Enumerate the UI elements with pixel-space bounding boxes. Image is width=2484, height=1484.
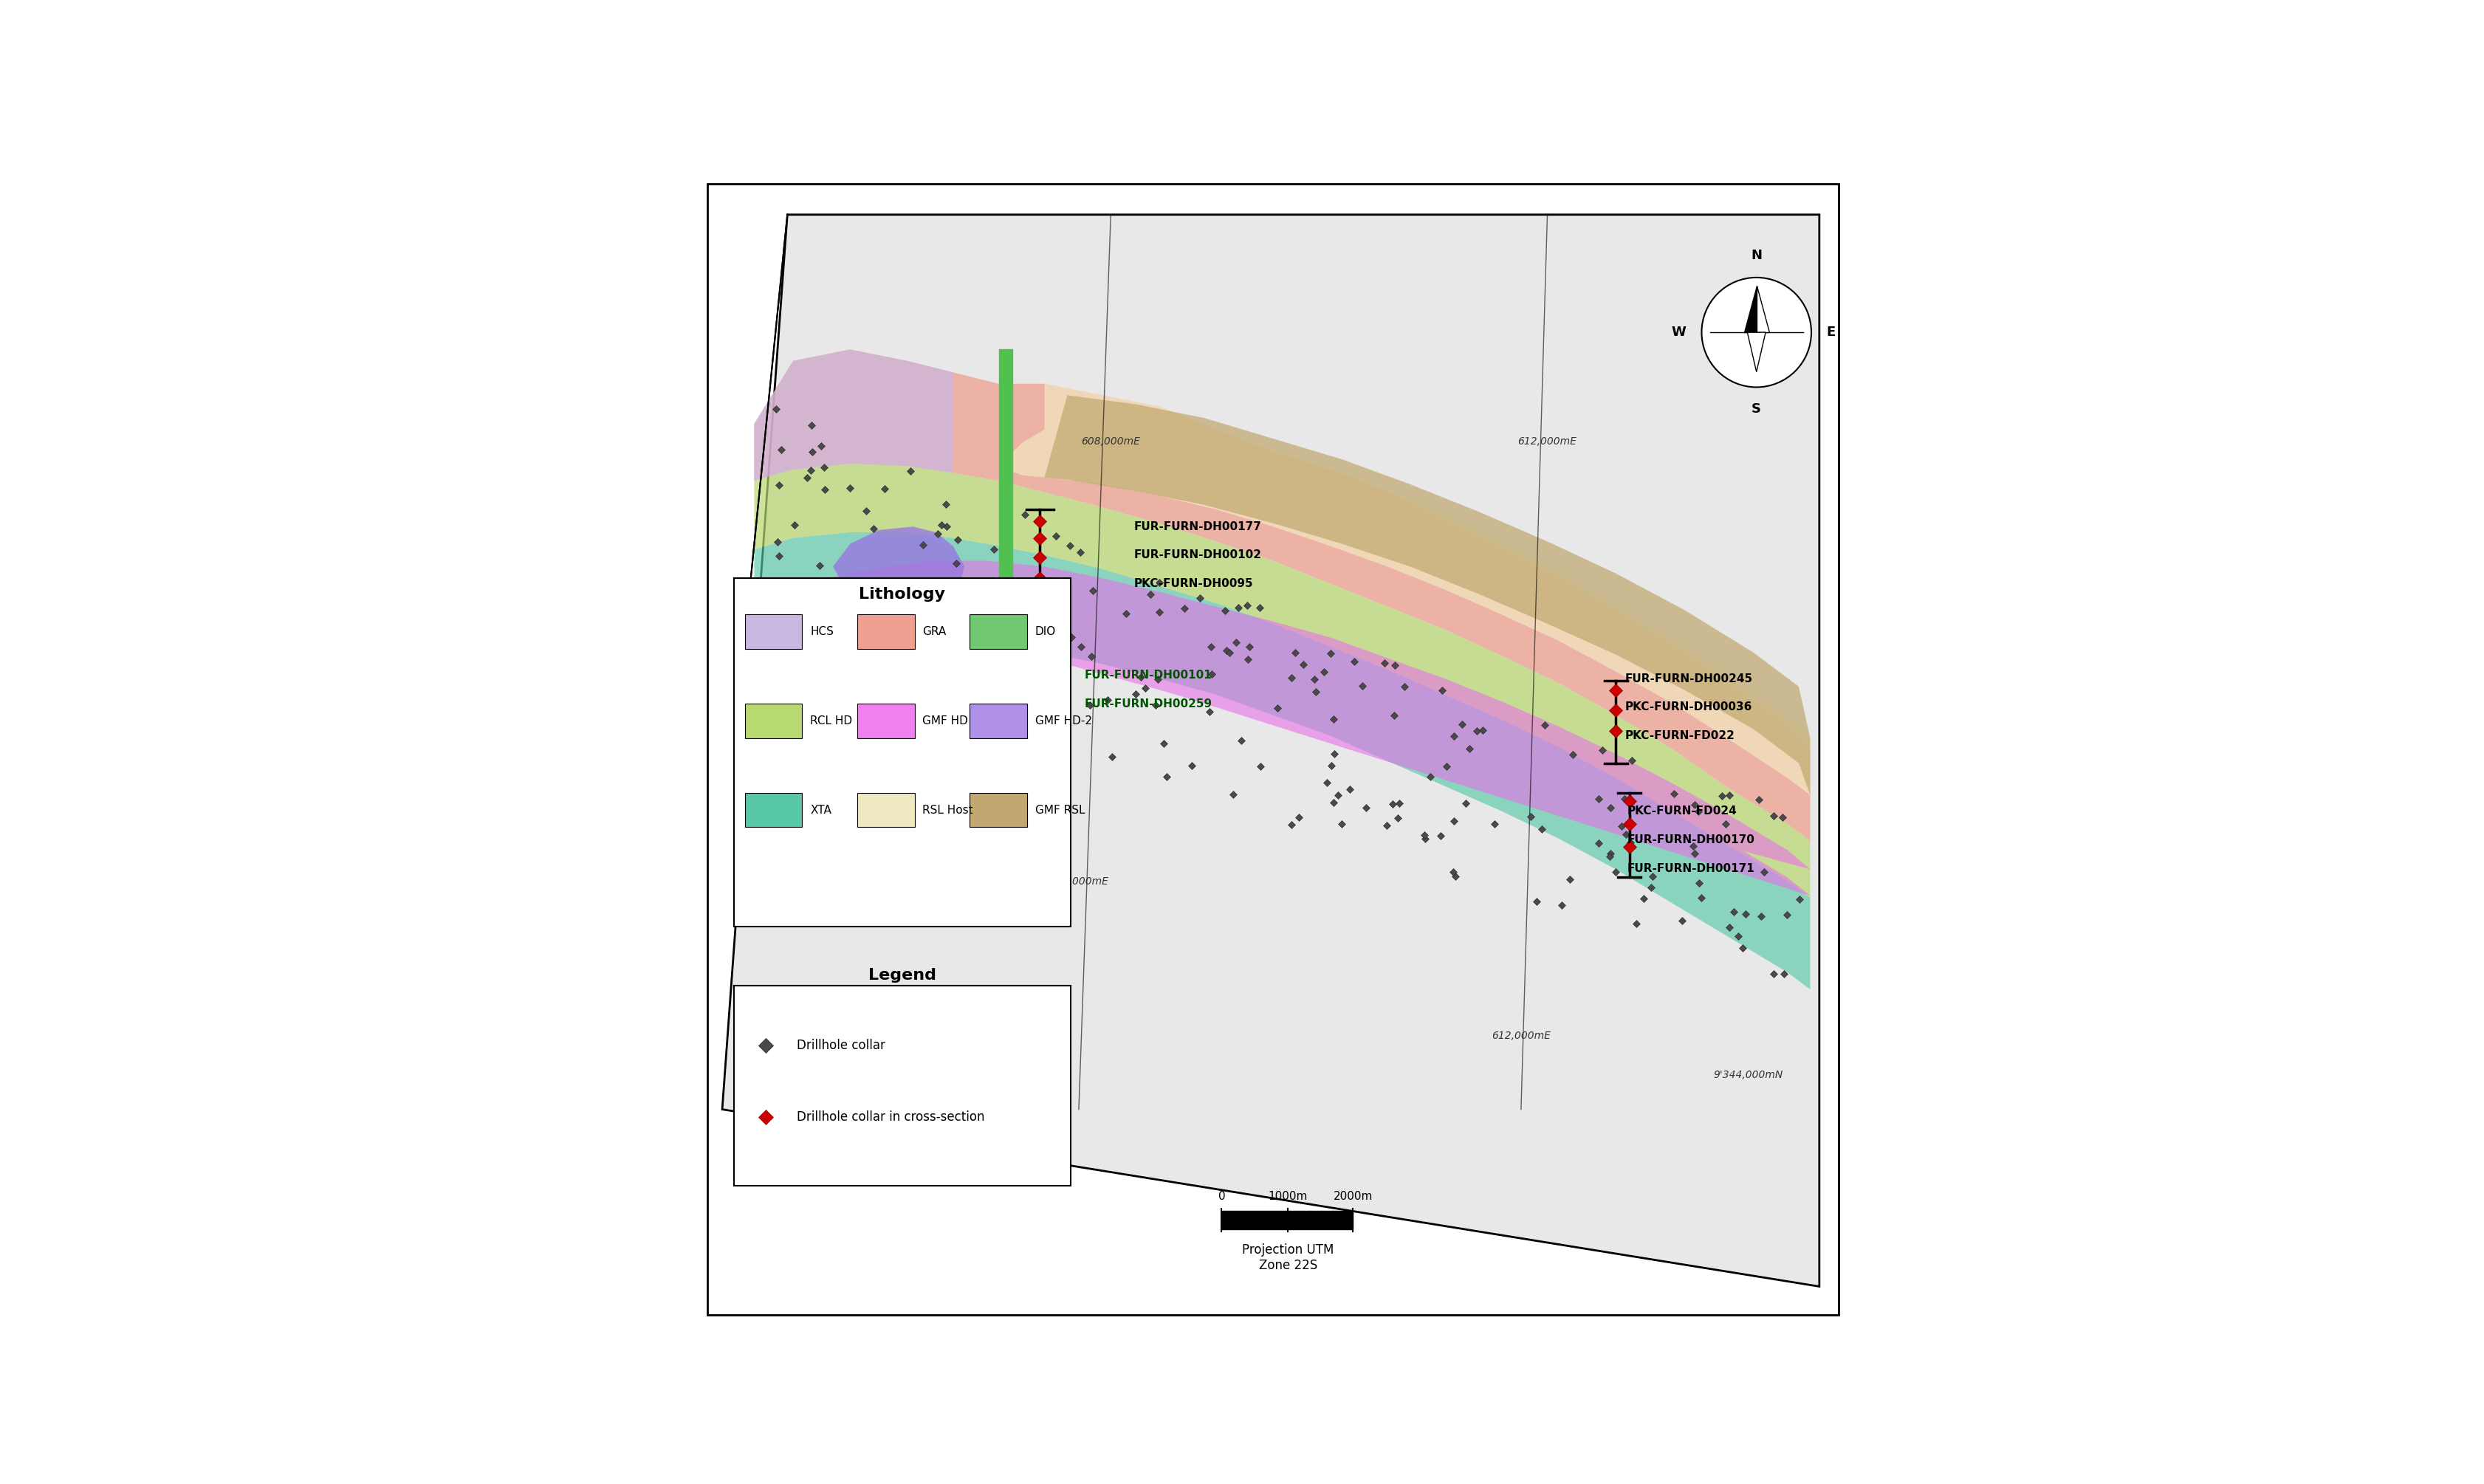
Text: GMF RSL: GMF RSL xyxy=(1036,804,1086,816)
Text: GMF HD: GMF HD xyxy=(922,715,969,726)
Text: FUR-FURN-DH00102: FUR-FURN-DH00102 xyxy=(1133,549,1262,561)
Text: 1000m: 1000m xyxy=(1269,1190,1307,1202)
Text: FUR-FURN-DH00171: FUR-FURN-DH00171 xyxy=(1627,862,1754,874)
Polygon shape xyxy=(755,463,1811,898)
Polygon shape xyxy=(1043,395,1811,795)
FancyBboxPatch shape xyxy=(708,184,1838,1315)
Text: FUR-FURN-DH00177: FUR-FURN-DH00177 xyxy=(1133,521,1262,533)
Text: PKC-FURN-FD022: PKC-FURN-FD022 xyxy=(1625,730,1734,741)
FancyBboxPatch shape xyxy=(969,703,1026,738)
Polygon shape xyxy=(999,384,1811,795)
FancyBboxPatch shape xyxy=(857,703,914,738)
Text: RCL HD: RCL HD xyxy=(810,715,852,726)
Text: FUR-FURN-DH00170: FUR-FURN-DH00170 xyxy=(1627,834,1756,846)
Text: GRA: GRA xyxy=(922,626,946,637)
FancyBboxPatch shape xyxy=(733,985,1071,1186)
Polygon shape xyxy=(815,561,1811,896)
Text: Projection UTM
Zone 22S: Projection UTM Zone 22S xyxy=(1242,1244,1334,1272)
Text: PKC-FURN-DH00036: PKC-FURN-DH00036 xyxy=(1625,702,1751,712)
Polygon shape xyxy=(755,533,1811,990)
Text: Drillhole collar in cross-section: Drillhole collar in cross-section xyxy=(797,1110,984,1123)
Text: N: N xyxy=(1751,249,1761,263)
Text: PKC-FURN-DH0095: PKC-FURN-DH0095 xyxy=(1133,579,1252,589)
Text: 608,000mE: 608,000mE xyxy=(1081,436,1140,447)
Text: 608,000mE: 608,000mE xyxy=(1048,876,1108,886)
FancyBboxPatch shape xyxy=(745,614,802,649)
FancyBboxPatch shape xyxy=(857,614,914,649)
FancyBboxPatch shape xyxy=(857,792,914,827)
Text: RSL Host: RSL Host xyxy=(922,804,974,816)
Text: 2000m: 2000m xyxy=(1334,1190,1374,1202)
FancyBboxPatch shape xyxy=(969,614,1026,649)
Text: FUR-FURN-DH00259: FUR-FURN-DH00259 xyxy=(1086,697,1212,709)
Polygon shape xyxy=(755,349,954,481)
Text: HCS: HCS xyxy=(810,626,835,637)
Text: 0: 0 xyxy=(1217,1190,1225,1202)
FancyBboxPatch shape xyxy=(733,579,1071,926)
Text: W: W xyxy=(1672,325,1687,338)
Text: S: S xyxy=(1751,402,1761,416)
Text: DIO: DIO xyxy=(1036,626,1056,637)
Text: Legend: Legend xyxy=(869,968,936,982)
FancyBboxPatch shape xyxy=(745,792,802,827)
FancyBboxPatch shape xyxy=(969,792,1026,827)
Text: Lithology: Lithology xyxy=(859,588,946,603)
Text: 9'344,000mN: 9'344,000mN xyxy=(1714,1070,1784,1080)
Circle shape xyxy=(1702,278,1811,387)
Text: GMF HD-2: GMF HD-2 xyxy=(1036,715,1093,726)
Text: 612,000mE: 612,000mE xyxy=(1490,1030,1550,1040)
FancyBboxPatch shape xyxy=(745,703,802,738)
Polygon shape xyxy=(1744,286,1756,332)
Polygon shape xyxy=(1756,286,1769,332)
Text: FUR-FURN-DH00101: FUR-FURN-DH00101 xyxy=(1086,669,1212,681)
Text: FUR-FURN-DH00245: FUR-FURN-DH00245 xyxy=(1625,674,1754,684)
Text: 9'348,000mN: 9'348,000mN xyxy=(748,607,817,617)
Polygon shape xyxy=(1746,332,1766,372)
Polygon shape xyxy=(832,527,964,613)
Text: 612,000mE: 612,000mE xyxy=(1518,436,1577,447)
Polygon shape xyxy=(755,349,1811,841)
Polygon shape xyxy=(723,215,1818,1287)
Polygon shape xyxy=(723,212,787,669)
Text: XTA: XTA xyxy=(810,804,832,816)
Text: Drillhole collar: Drillhole collar xyxy=(797,1039,884,1052)
Text: E: E xyxy=(1826,325,1836,338)
Text: PKC-FURN-FD024: PKC-FURN-FD024 xyxy=(1627,806,1736,816)
